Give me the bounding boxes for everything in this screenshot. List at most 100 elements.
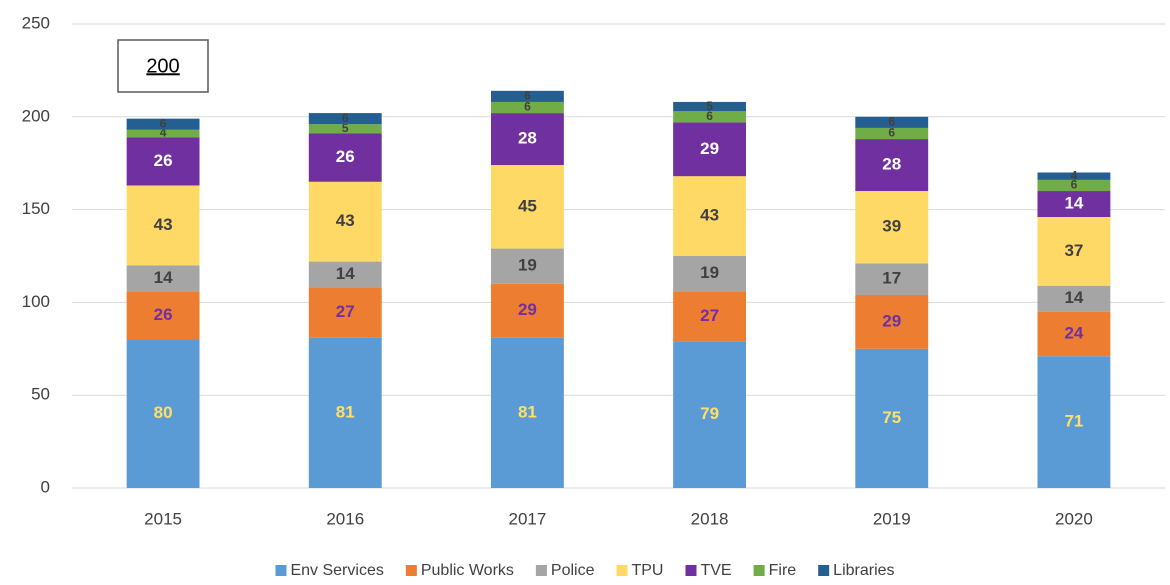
data-label: 14 xyxy=(1064,194,1083,213)
data-label: 39 xyxy=(882,217,901,236)
bar-segment xyxy=(308,261,382,288)
data-label: 79 xyxy=(700,404,719,423)
data-label: 6 xyxy=(160,116,167,130)
legend-item: Fire xyxy=(753,562,797,579)
data-label: 4 xyxy=(160,126,167,140)
bar-segment xyxy=(1037,311,1111,357)
legend-item: TPU xyxy=(616,562,663,579)
bar-segment xyxy=(126,265,200,292)
bar-segment xyxy=(1037,191,1111,218)
bar-segment xyxy=(855,294,929,349)
bar-segment xyxy=(1037,172,1111,180)
bar-segment xyxy=(490,283,564,338)
legend-label: Public Works xyxy=(421,562,514,579)
legend-label: TVE xyxy=(700,562,731,579)
data-label: 45 xyxy=(518,196,537,215)
data-label: 43 xyxy=(700,206,719,225)
legend-item: Police xyxy=(535,562,595,579)
data-label: 6 xyxy=(1071,178,1078,192)
data-label: 6 xyxy=(888,126,895,140)
x-tick-label: 2020 xyxy=(1055,509,1093,528)
bar-segment xyxy=(490,248,564,284)
bar-segment xyxy=(855,263,929,295)
y-tick-label: 150 xyxy=(22,199,50,218)
legend-label: Police xyxy=(551,562,595,579)
x-tick-label: 2018 xyxy=(691,509,729,528)
bar-segment xyxy=(308,181,382,262)
bar-segment xyxy=(490,101,564,114)
y-tick-label: 100 xyxy=(22,292,50,311)
y-tick-label: 200 xyxy=(22,106,50,125)
data-label: 27 xyxy=(700,306,719,325)
data-label: 4 xyxy=(1071,168,1078,182)
bar-segment xyxy=(673,122,747,177)
data-label: 5 xyxy=(342,121,349,135)
x-tick-label: 2015 xyxy=(144,509,182,528)
data-label: 5 xyxy=(706,99,713,113)
bar-segment xyxy=(308,124,382,134)
y-tick-label: 250 xyxy=(22,13,50,32)
bar-segment xyxy=(855,348,929,488)
bar-segment xyxy=(308,133,382,182)
bar-segment xyxy=(673,256,747,292)
bar-segment xyxy=(1037,179,1111,192)
bar-segment xyxy=(126,339,200,488)
bar-segment xyxy=(1037,356,1111,488)
data-label: 6 xyxy=(888,115,895,129)
grid xyxy=(72,23,1165,489)
data-label: 29 xyxy=(518,300,537,319)
bar-segment xyxy=(126,118,200,130)
data-label: 24 xyxy=(1064,323,1083,342)
bar-segment xyxy=(855,139,929,192)
bar-segment xyxy=(126,137,200,186)
legend-item: Public Works xyxy=(405,562,514,579)
data-label: 43 xyxy=(154,215,173,234)
data-label: 6 xyxy=(706,109,713,123)
legend-swatch xyxy=(275,565,287,576)
data-label: 26 xyxy=(154,305,173,324)
data-label: 27 xyxy=(336,302,355,321)
data-label: 43 xyxy=(336,211,355,230)
data-label: 26 xyxy=(154,151,173,170)
bar-segment xyxy=(308,113,382,125)
data-label: 28 xyxy=(882,155,901,174)
data-label: 80 xyxy=(154,403,173,422)
data-label: 26 xyxy=(336,147,355,166)
data-label: 75 xyxy=(882,408,901,427)
data-label: 29 xyxy=(700,139,719,158)
data-label: 6 xyxy=(524,89,531,103)
bar-segment xyxy=(490,113,564,166)
x-tick-label: 2017 xyxy=(509,509,547,528)
data-label: 19 xyxy=(518,256,537,275)
data-label: 19 xyxy=(700,263,719,282)
legend-swatch xyxy=(535,565,547,576)
bar-segment xyxy=(126,185,200,266)
legend-label: TPU xyxy=(631,562,663,579)
legend-label: Libraries xyxy=(833,562,894,579)
bar-segment xyxy=(308,287,382,338)
legend-item: Env Services xyxy=(275,562,384,579)
legend-swatch xyxy=(405,565,417,576)
y-tick-label: 50 xyxy=(31,385,50,404)
bar-segment xyxy=(855,116,929,128)
legend-label: Fire xyxy=(769,562,797,579)
annotation-box xyxy=(117,39,209,93)
y-tick-label: 0 xyxy=(41,477,50,496)
bar-segment xyxy=(1037,217,1111,286)
legend-item: TVE xyxy=(685,562,732,579)
bar-segment xyxy=(1037,285,1111,312)
data-label: 29 xyxy=(882,311,901,330)
data-label: 6 xyxy=(524,100,531,114)
legend-item: Libraries xyxy=(818,562,895,579)
annotation: 200 xyxy=(146,55,179,77)
bar-segment xyxy=(126,129,200,138)
bar-segment xyxy=(490,90,564,102)
data-label: 28 xyxy=(518,129,537,148)
data-label: 6 xyxy=(342,111,349,125)
bar-segment xyxy=(673,176,747,256)
data-label: 14 xyxy=(154,268,173,287)
bar-segment xyxy=(673,101,747,112)
legend-swatch xyxy=(818,565,830,576)
bar-segment xyxy=(673,291,747,342)
